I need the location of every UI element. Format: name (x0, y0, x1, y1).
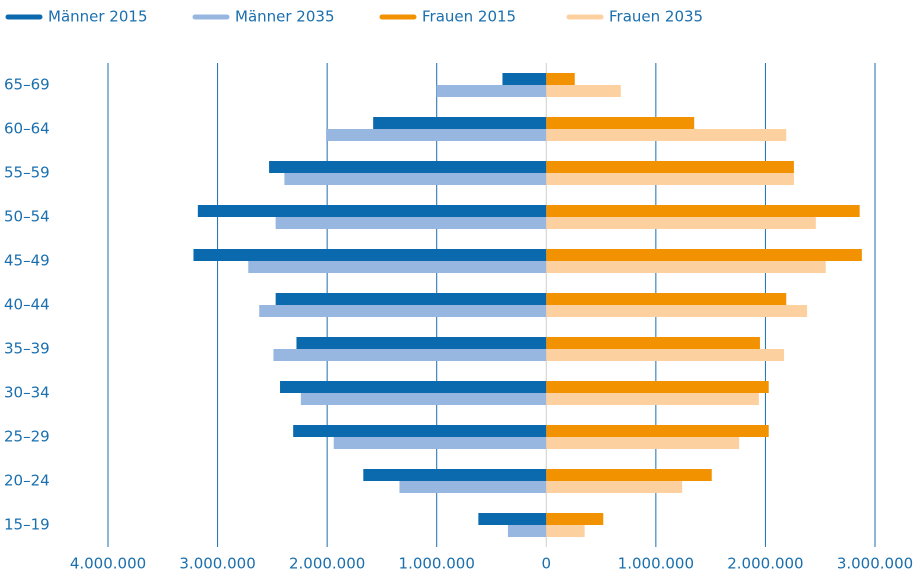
bar (502, 73, 547, 85)
bar (436, 85, 547, 97)
bar (546, 217, 816, 229)
bar (478, 513, 547, 525)
legend-label: Männer 2035 (235, 8, 335, 26)
bar (333, 437, 547, 449)
y-tick-label: 50–54 (4, 208, 50, 226)
bar (546, 73, 575, 85)
bar (197, 205, 547, 217)
bar (546, 173, 794, 185)
bar (326, 129, 547, 141)
bar (546, 513, 604, 525)
y-tick-label: 20–24 (4, 472, 50, 490)
y-tick-label: 35–39 (4, 340, 50, 358)
x-tick-label: 0 (542, 555, 552, 573)
x-tick-label: 2.000.000 (727, 555, 803, 573)
bar (546, 249, 862, 261)
y-tick-label: 60–64 (4, 120, 50, 138)
y-tick-label: 55–59 (4, 164, 50, 182)
bar (280, 381, 547, 393)
bar (546, 85, 621, 97)
y-tick-label: 30–34 (4, 384, 50, 402)
bar (546, 349, 785, 361)
bar (507, 525, 547, 537)
x-tick-label: 4.000.000 (70, 555, 146, 573)
bar (546, 305, 808, 317)
bar (546, 525, 585, 537)
bar (546, 481, 683, 493)
bar (546, 117, 695, 129)
bar (373, 117, 547, 129)
bar (259, 305, 547, 317)
bar (275, 293, 547, 305)
y-tick-label: 40–44 (4, 296, 50, 314)
bar (546, 261, 826, 273)
bar (399, 481, 547, 493)
bar (546, 437, 740, 449)
bar (546, 129, 787, 141)
bar (296, 337, 547, 349)
bar (269, 161, 547, 173)
bar (546, 381, 769, 393)
bar (546, 469, 712, 481)
legend-label: Frauen 2015 (422, 8, 516, 26)
bar (248, 261, 547, 273)
x-tick-label: 1.000.000 (399, 555, 475, 573)
bar (273, 349, 547, 361)
legend-label: Frauen 2035 (609, 8, 703, 26)
x-tick-label: 3.000.000 (179, 555, 255, 573)
y-tick-label: 65–69 (4, 76, 50, 94)
x-tick-label: 2.000.000 (289, 555, 365, 573)
y-tick-label: 25–29 (4, 428, 50, 446)
bar (193, 249, 547, 261)
bar (546, 337, 760, 349)
bar (293, 425, 547, 437)
x-tick-label: 3.000.000 (837, 555, 913, 573)
bar (284, 173, 547, 185)
bar (546, 393, 759, 405)
bar (300, 393, 547, 405)
bar (275, 217, 547, 229)
bar (546, 161, 794, 173)
y-tick-label: 15–19 (4, 516, 50, 534)
bar (546, 293, 787, 305)
legend-label: Männer 2015 (48, 8, 148, 26)
bar (546, 205, 860, 217)
bar (363, 469, 547, 481)
x-tick-label: 1.000.000 (618, 555, 694, 573)
bar (546, 425, 769, 437)
y-tick-label: 45–49 (4, 252, 50, 270)
